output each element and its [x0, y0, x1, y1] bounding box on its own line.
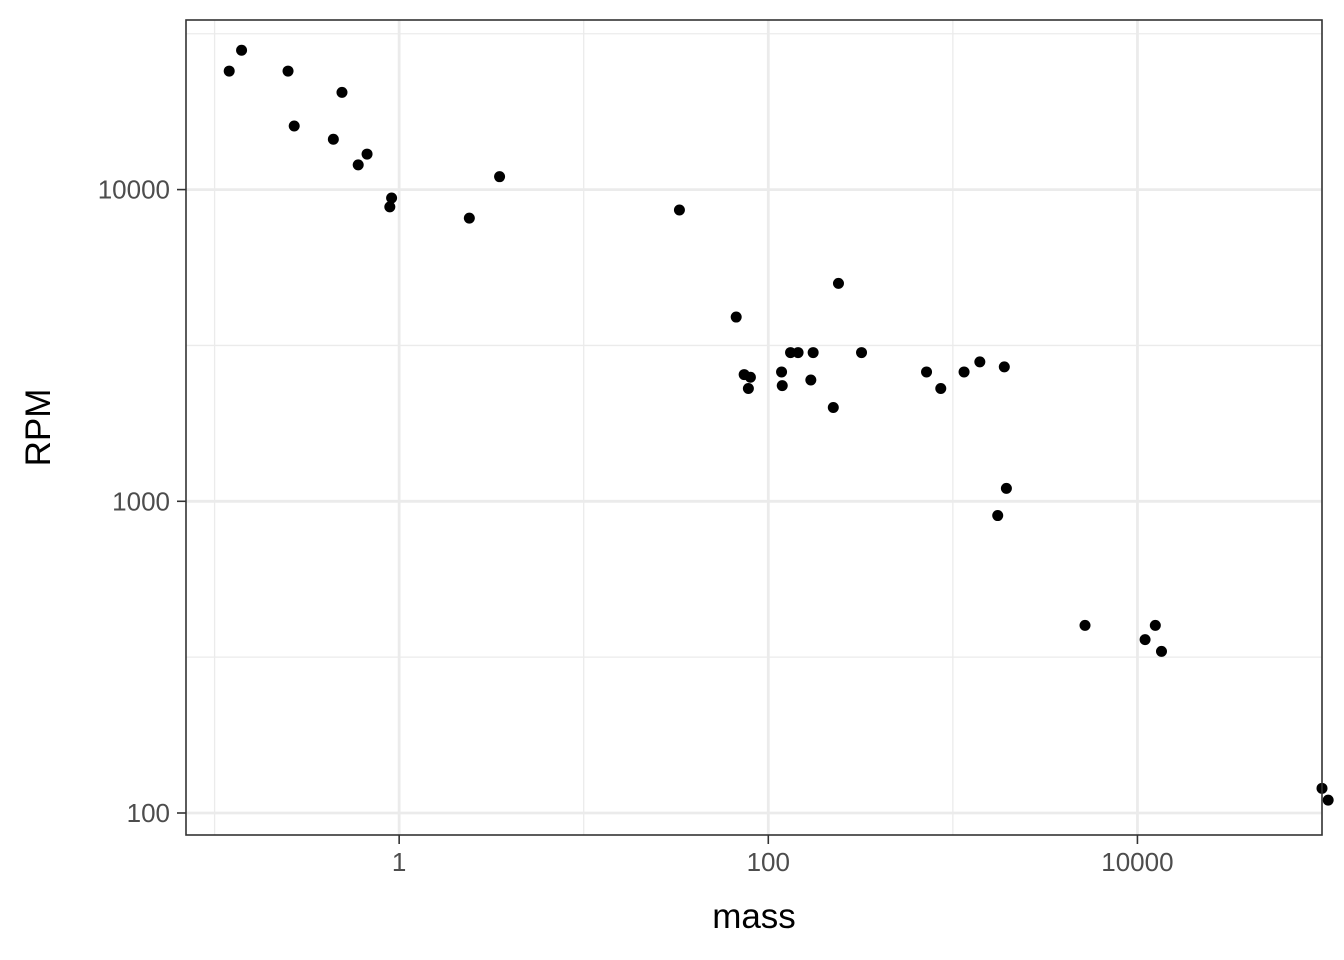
y-axis-title: RPM [19, 389, 58, 467]
data-point [776, 366, 788, 378]
y-tick-label: 1000 [112, 486, 170, 516]
data-point [384, 201, 396, 213]
data-point [282, 65, 294, 77]
data-point [673, 204, 685, 216]
data-point [776, 380, 788, 392]
data-point [958, 366, 970, 378]
y-tick-label: 100 [127, 798, 170, 828]
data-point [807, 347, 819, 359]
data-point [352, 159, 364, 171]
data-point [336, 86, 348, 98]
data-point [1000, 482, 1012, 494]
data-point [288, 120, 300, 132]
minor-gridlines [186, 20, 1323, 835]
data-points [223, 44, 1334, 806]
data-point [1079, 619, 1091, 631]
panel-border [185, 19, 1323, 836]
major-gridlines [186, 20, 1322, 835]
data-point [921, 366, 933, 378]
data-point [327, 133, 339, 145]
data-point [1322, 794, 1334, 806]
x-tick-label: 10000 [1101, 847, 1173, 877]
data-point [974, 356, 986, 368]
data-point [827, 401, 839, 413]
x-axis-title: mass [712, 897, 796, 936]
data-point [1149, 619, 1161, 631]
data-point [386, 192, 398, 204]
y-tick-label: 10000 [98, 175, 170, 205]
data-point [1155, 645, 1167, 657]
data-point [992, 510, 1004, 522]
data-point [223, 65, 235, 77]
data-point [805, 374, 817, 386]
x-tick-label: 100 [747, 847, 790, 877]
data-point [1139, 634, 1151, 646]
data-point [998, 361, 1010, 373]
data-point [832, 277, 844, 289]
x-tick-label: 1 [392, 847, 406, 877]
y-axis-ticks: 100 1000 10000 [98, 175, 186, 828]
data-point [785, 347, 797, 359]
data-point [361, 148, 373, 160]
data-point [742, 383, 754, 395]
data-point [236, 44, 248, 56]
x-axis-ticks: 1 100 10000 [392, 835, 1174, 877]
data-point [792, 347, 804, 359]
data-point [856, 347, 868, 359]
data-point [744, 371, 756, 383]
data-point [494, 171, 506, 183]
data-point [463, 212, 475, 224]
data-point [935, 383, 947, 395]
data-point [730, 311, 742, 323]
